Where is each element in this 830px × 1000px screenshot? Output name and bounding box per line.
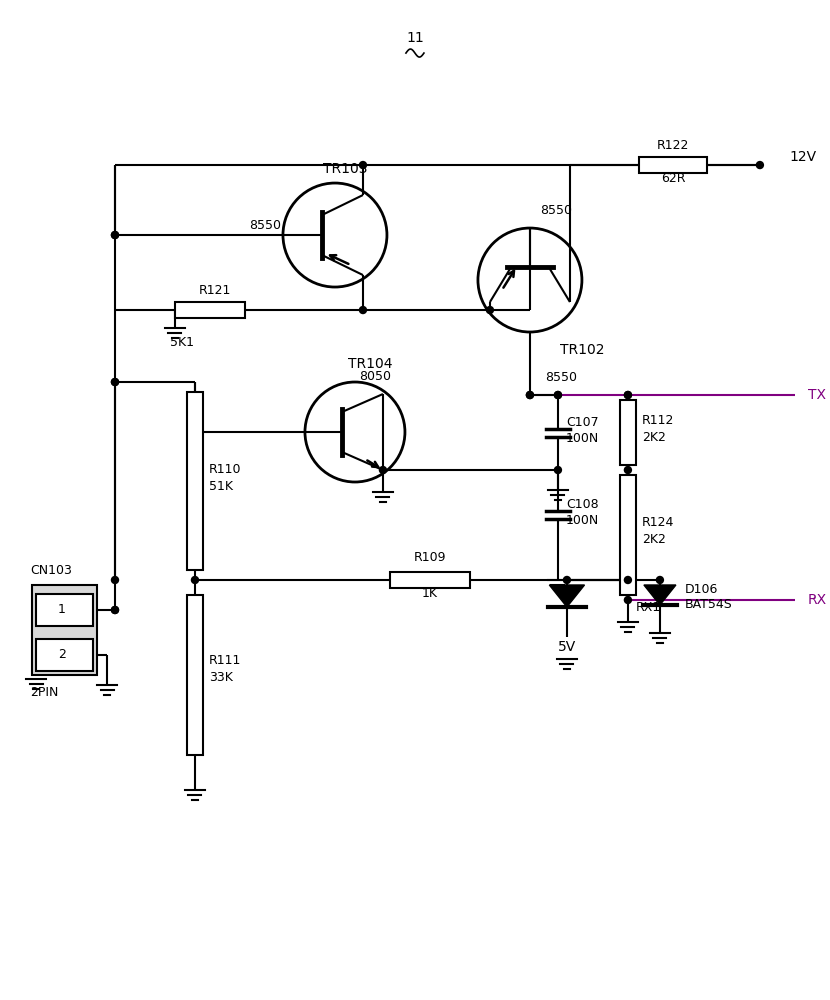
- Text: 1: 1: [58, 603, 66, 616]
- Text: 12V: 12V: [790, 150, 817, 164]
- Bar: [187, 595, 203, 755]
- Circle shape: [526, 392, 534, 399]
- Text: 5K1: 5K1: [170, 336, 194, 349]
- Text: 8050: 8050: [359, 370, 391, 383]
- Text: R112: R112: [642, 414, 674, 427]
- Circle shape: [111, 379, 119, 386]
- Circle shape: [624, 392, 632, 399]
- Text: BAT54S: BAT54S: [685, 598, 733, 611]
- Text: 100N: 100N: [566, 514, 599, 527]
- Text: 8550: 8550: [540, 204, 572, 217]
- Text: C107: C107: [566, 416, 598, 429]
- Circle shape: [554, 467, 561, 474]
- Circle shape: [624, 467, 632, 474]
- Circle shape: [657, 576, 663, 583]
- Text: 8550: 8550: [249, 219, 281, 232]
- Text: 51K: 51K: [209, 480, 233, 493]
- Bar: [620, 475, 636, 595]
- Circle shape: [111, 606, 119, 613]
- Text: 2: 2: [58, 648, 66, 661]
- Text: 100N: 100N: [566, 432, 599, 445]
- Text: 33K: 33K: [209, 671, 233, 684]
- Circle shape: [756, 162, 764, 169]
- Text: 5V: 5V: [558, 640, 576, 654]
- Circle shape: [554, 392, 561, 399]
- Polygon shape: [549, 585, 584, 607]
- Circle shape: [564, 576, 570, 583]
- Circle shape: [111, 379, 119, 386]
- Text: 8550: 8550: [545, 371, 577, 384]
- Bar: [620, 400, 636, 465]
- Text: R122: R122: [657, 139, 689, 152]
- Circle shape: [192, 576, 198, 583]
- Circle shape: [359, 307, 367, 314]
- Text: R111: R111: [209, 654, 242, 667]
- Circle shape: [526, 392, 534, 399]
- Text: 2K2: 2K2: [642, 533, 666, 546]
- Text: TX: TX: [808, 388, 826, 402]
- Text: TR104: TR104: [348, 357, 393, 371]
- Circle shape: [624, 596, 632, 603]
- Text: CN103: CN103: [31, 564, 72, 577]
- Bar: [187, 392, 203, 570]
- Text: 2PIN: 2PIN: [31, 686, 59, 699]
- Text: TR102: TR102: [560, 343, 604, 357]
- Circle shape: [359, 162, 367, 169]
- Text: 11: 11: [406, 31, 424, 45]
- Text: TR103: TR103: [323, 162, 367, 176]
- Circle shape: [379, 467, 387, 474]
- Text: RX: RX: [808, 593, 827, 607]
- Circle shape: [554, 392, 561, 399]
- Circle shape: [111, 576, 119, 583]
- Text: R109: R109: [413, 551, 447, 564]
- Bar: [32, 585, 97, 675]
- Polygon shape: [644, 585, 676, 605]
- Text: R121: R121: [198, 284, 232, 297]
- Text: 2K2: 2K2: [642, 431, 666, 444]
- Text: C108: C108: [566, 498, 598, 511]
- Circle shape: [624, 392, 632, 399]
- Circle shape: [486, 307, 493, 314]
- Text: D106: D106: [685, 583, 718, 596]
- Text: RX1: RX1: [636, 601, 662, 614]
- Circle shape: [624, 576, 632, 583]
- Circle shape: [111, 606, 119, 613]
- Text: 62R: 62R: [661, 172, 685, 185]
- Circle shape: [111, 232, 119, 239]
- Bar: [37, 594, 94, 626]
- Text: R110: R110: [209, 463, 242, 476]
- Text: R124: R124: [642, 516, 674, 529]
- Bar: [390, 572, 470, 588]
- Bar: [175, 302, 245, 318]
- Bar: [37, 639, 94, 671]
- Circle shape: [111, 232, 119, 239]
- Bar: [639, 157, 707, 173]
- Text: 1K: 1K: [422, 587, 438, 600]
